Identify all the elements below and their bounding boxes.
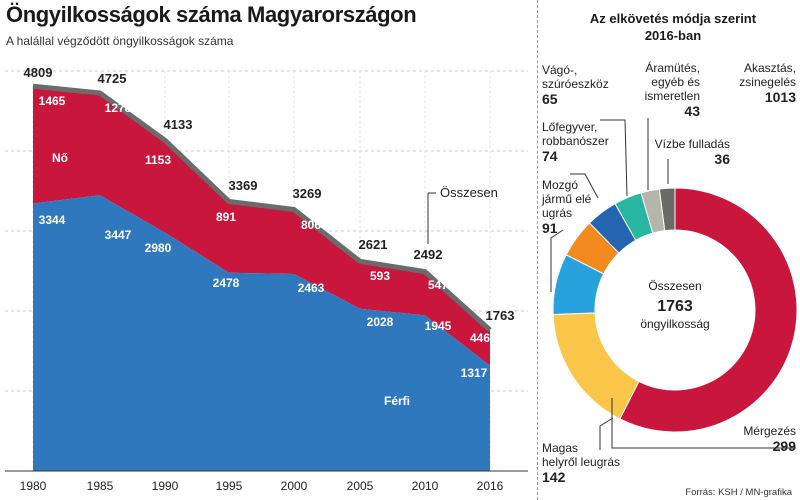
donut-center-value: 1763: [657, 298, 693, 315]
donut-slice-label: Vízbe fulladás: [655, 137, 730, 151]
total-value-label: 3269: [293, 186, 322, 201]
total-line: [32, 83, 492, 332]
donut-slice: [552, 254, 605, 315]
donut-slice: [565, 222, 620, 275]
x-tick-label: 2016: [477, 479, 504, 493]
x-tick-label: 1985: [87, 479, 114, 493]
donut-slice-label: Mozgó: [542, 178, 578, 192]
donut-slice-label: Akasztás,: [744, 61, 796, 75]
page-subtitle: A halállal végződött öngyilkosságok szám…: [6, 34, 234, 48]
donut-slice-label: helyről leugrás: [542, 455, 620, 469]
x-tick-label: 1990: [152, 479, 179, 493]
donut-slice-label: Áramütés,: [645, 60, 700, 75]
donut-slice: [658, 187, 676, 232]
ferfi-area: [33, 195, 490, 472]
total-value-label: 1763: [486, 308, 515, 323]
donut-slice-value: 36: [714, 151, 730, 167]
donut-slice: [552, 312, 640, 420]
series-name-no: Nő: [52, 151, 68, 165]
x-tick-label: 1980: [20, 479, 47, 493]
donut-slice-label: egyéb és: [651, 75, 700, 89]
donut-slice-label: jármű elé: [541, 192, 592, 206]
no-value-label: 446: [470, 331, 490, 345]
total-value-label: 2492: [414, 247, 443, 262]
area-chart: 1980 1985 1990 1995 2000 2005 2010 2016 4809 4725…: [5, 65, 528, 493]
total-value-label: 4725: [98, 71, 127, 86]
no-value-label: 1153: [145, 153, 171, 167]
donut-slice: [614, 192, 654, 241]
donut-slice: [619, 187, 798, 433]
donut-slice-label: ismeretlen: [645, 89, 700, 103]
donut-slice-label: Mérgezés: [743, 424, 796, 438]
ferfi-value-label: 1945: [425, 319, 452, 333]
x-tick-label: 1995: [216, 479, 243, 493]
donut-slice-label: Lőfegyver,: [542, 120, 597, 134]
leader-line: [600, 119, 628, 197]
donut-slice: [588, 203, 637, 254]
total-value-label: 2621: [359, 237, 388, 252]
no-area: [33, 86, 490, 366]
leader-line: [611, 398, 796, 449]
page-title: Öngyilkosságok száma Magyarországon: [6, 2, 417, 27]
donut-title-line2: 2016-ban: [644, 28, 702, 43]
leader-line: [550, 229, 564, 292]
donut-title: Az elkövetés módja szerint 2016-ban: [550, 10, 796, 44]
ferfi-value-label: 3447: [105, 228, 132, 242]
no-value-label: 891: [216, 210, 236, 224]
donut-slice: [640, 188, 666, 234]
ferfi-value-label: 2980: [145, 241, 172, 255]
donut-slice-value: 91: [542, 220, 558, 236]
donut-slice-label: zsinegelés: [739, 75, 796, 89]
donut-slice-label: szúróeszköz: [542, 77, 609, 91]
x-tick-label: 2000: [281, 479, 308, 493]
leader-line: [570, 173, 599, 199]
ferfi-value-label: 1317: [461, 366, 488, 380]
no-value-label: 1465: [39, 94, 66, 108]
donut-center-line1: Összesen: [648, 279, 701, 293]
ferfi-value-label: 2028: [367, 315, 394, 329]
series-name-ferfi: Férfi: [384, 394, 410, 408]
source-note: Forrás: KSH / MN-grafika: [685, 487, 792, 498]
donut-slice-label: Magas: [542, 441, 578, 455]
no-value-label: 806: [301, 218, 321, 232]
donut-slice-label: robbanószer: [542, 134, 609, 148]
no-value-label: 547: [428, 278, 448, 292]
total-value-label: 4809: [24, 65, 53, 80]
total-value-label: 4133: [164, 117, 193, 132]
total-series-label: Összesen: [440, 185, 498, 200]
ferfi-value-label: 2478: [213, 276, 240, 290]
donut-title-line1: Az elkövetés módja szerint: [589, 11, 757, 26]
total-value-label: 3369: [229, 178, 258, 193]
no-value-label: 593: [370, 269, 390, 283]
ferfi-value-label: 3344: [39, 213, 66, 227]
x-tick-label: 2010: [412, 479, 439, 493]
donut-slice-label: Vágó-,: [542, 63, 577, 77]
donut-slice-value: 74: [542, 148, 558, 164]
donut-slice-value: 1013: [765, 89, 796, 105]
donut-slice-value: 142: [542, 469, 566, 485]
donut-slice-value: 65: [542, 91, 558, 107]
x-tick-label: 2005: [347, 479, 374, 493]
ferfi-value-label: 2463: [298, 281, 325, 295]
panel-divider: [537, 0, 538, 500]
donut-slice-value: 43: [684, 103, 700, 119]
leader-line: [599, 417, 614, 450]
donut-center-line3: öngyilkosság: [640, 317, 709, 331]
donut-slice-label: ugrás: [542, 206, 572, 220]
no-value-label: 1278: [105, 101, 132, 115]
donut-slice-value: 299: [773, 438, 797, 454]
